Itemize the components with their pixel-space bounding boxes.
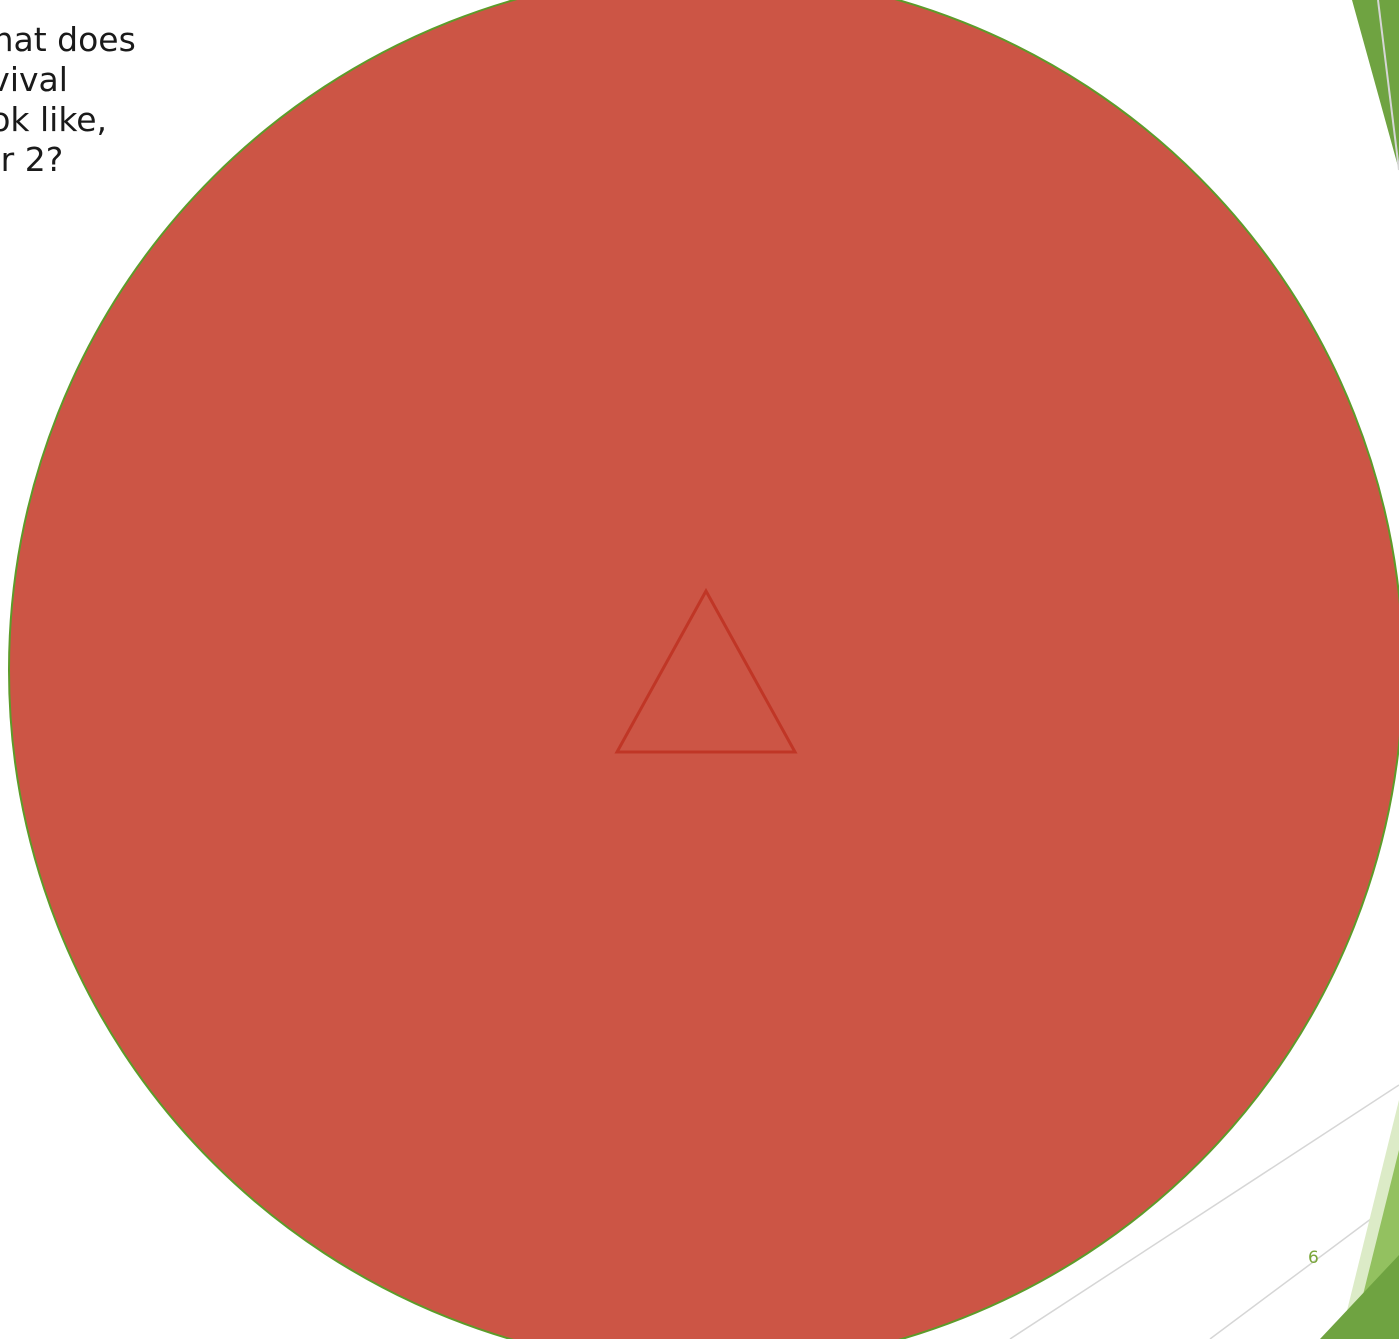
question-line-4: or 2? [0,140,64,179]
bottom-right-decor-line-1 [1009,1084,1399,1339]
top-right-green-accent [1352,0,1399,170]
slide-question-text: Vhat does evival ook like, or 2? [0,20,136,180]
slide-number: 6 [1308,1248,1319,1268]
bottom-right-dark-green-accent [1320,1255,1399,1339]
top-right-decor-line [1377,0,1399,171]
question-line-3: ook like, [0,100,108,139]
large-red-circle [8,0,1399,1339]
question-line-1: Vhat does [0,20,136,59]
bottom-right-decor-line-2 [1209,1197,1399,1339]
triangle-outline-icon [614,587,798,754]
question-line-2: evival [0,60,68,99]
